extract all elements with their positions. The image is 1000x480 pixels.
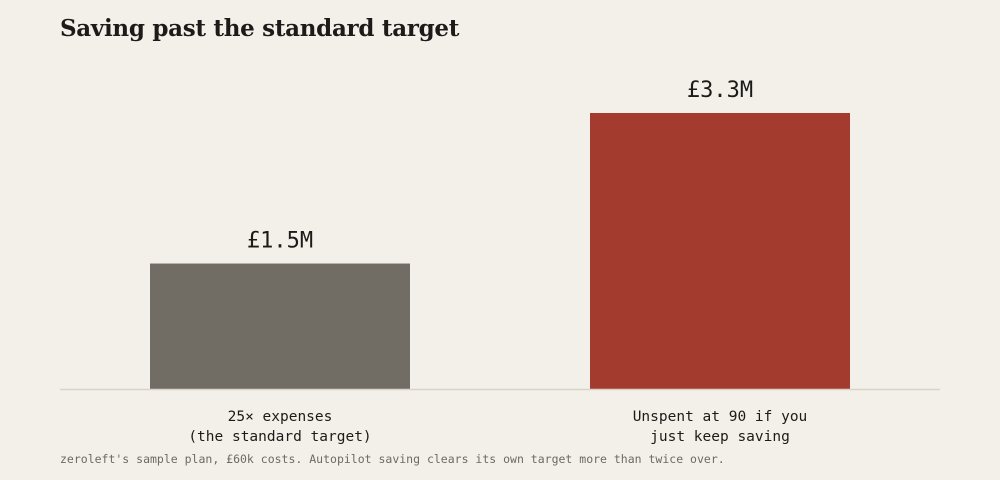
- category-label-2-line-2: just keep saving: [650, 429, 790, 445]
- category-label-2-line-1: Unspent at 90 if you: [633, 409, 808, 425]
- bar-value-label-2: £3.3M: [687, 78, 753, 103]
- chart-footnote: zeroleft's sample plan, £60k costs. Auto…: [60, 452, 725, 466]
- bars-layer: [150, 113, 850, 389]
- bar-2: [590, 113, 850, 389]
- category-label-1-line-1: 25× expenses: [228, 409, 333, 425]
- bar-value-label-1: £1.5M: [247, 229, 313, 254]
- bar-1: [150, 263, 410, 389]
- category-label-1-line-2: (the standard target): [188, 429, 371, 445]
- labels-layer: £1.5M 25× expenses (the standard target) £3…: [188, 78, 807, 445]
- chart-title: Saving past the standard target: [60, 15, 460, 42]
